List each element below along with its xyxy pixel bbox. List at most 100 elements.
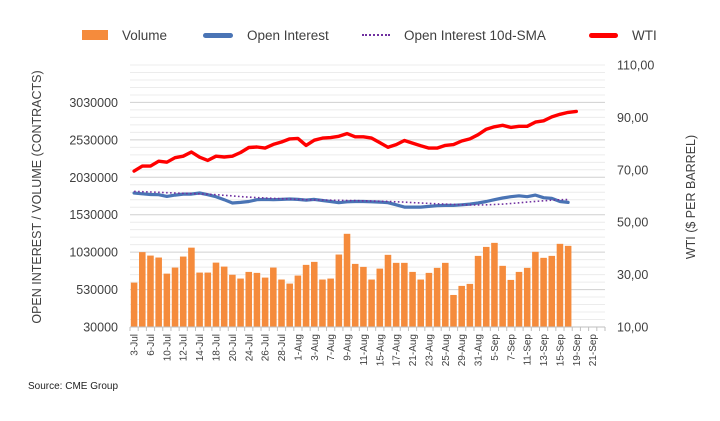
volume-bar [253, 272, 261, 327]
volume-bars [130, 233, 572, 327]
x-tick-label: 31-Aug [474, 334, 485, 366]
volume-bar [532, 251, 539, 327]
volume-bar [147, 255, 154, 327]
x-tick-label: 7-Sep [506, 334, 517, 361]
y-left-tick-label: 1530000 [69, 208, 118, 222]
legend-swatch-volume [82, 30, 108, 40]
x-tick-label: 7-Aug [326, 334, 337, 361]
x-tick-label: 10-Jul [162, 334, 173, 361]
volume-bar [401, 262, 408, 327]
y-right-tick-label: 90,00 [617, 111, 648, 125]
x-tick-label: 11-Sep [523, 334, 534, 366]
x-tick-label: 17-Aug [392, 334, 403, 366]
volume-bar [564, 245, 572, 327]
volume-bar [466, 283, 474, 327]
x-tick-label: 3-Jul [130, 334, 141, 356]
volume-bar [515, 271, 523, 327]
volume-bar [499, 265, 506, 327]
volume-bar [310, 261, 318, 327]
volume-bar [139, 252, 146, 327]
legend-swatch-sma [362, 34, 390, 36]
x-tick-label: 15-Sep [556, 334, 567, 367]
volume-bar [130, 282, 138, 327]
x-tick-label: 13-Sep [539, 334, 550, 367]
volume-bar [204, 272, 212, 327]
volume-bar [442, 262, 449, 327]
volume-bar [212, 262, 220, 327]
volume-bar [229, 274, 236, 327]
volume-bar [302, 264, 310, 327]
legend-item-open-interest: Open Interest [203, 24, 329, 46]
volume-bar [409, 271, 416, 327]
x-tick-label: 28-Jul [277, 334, 288, 361]
volume-bar [507, 279, 515, 327]
legend-swatch-open-interest [203, 32, 233, 38]
x-tick-label: 5-Sep [490, 334, 501, 361]
x-tick-label: 18-Jul [212, 334, 223, 361]
y-right-tick-label: 30,00 [617, 268, 648, 282]
volume-bar [491, 242, 498, 327]
volume-bar [335, 254, 343, 327]
x-tick-label: 24-Jul [244, 334, 255, 361]
x-axis-ticks [129, 327, 606, 331]
x-tick-label: 11-Aug [359, 334, 370, 366]
volume-bar [433, 267, 441, 327]
volume-bar [220, 266, 228, 327]
volume-bar [376, 268, 384, 327]
x-tick-label: 15-Aug [375, 334, 386, 366]
legend-label-wti: WTI [632, 27, 657, 43]
volume-bar [270, 267, 277, 327]
x-tick-label: 14-Jul [195, 334, 206, 361]
y-right-tick-label: 110,00 [617, 59, 654, 73]
volume-bar [392, 262, 400, 327]
x-tick-label: 29-Aug [457, 334, 468, 366]
legend-swatch-wti [589, 32, 618, 38]
x-tick-label: 1-Aug [293, 334, 304, 361]
x-tick-label: 6-Jul [146, 334, 157, 356]
legend-item-sma: Open Interest 10d-SMA [362, 24, 546, 46]
volume-bar [171, 267, 179, 327]
volume-bar [155, 257, 162, 327]
y-left-tick-label: 2530000 [69, 133, 118, 147]
volume-bar [450, 294, 457, 327]
volume-bar [343, 233, 351, 327]
series-lines [132, 109, 578, 209]
volume-bar [261, 277, 269, 327]
y-left-tick-label: 2030000 [69, 171, 118, 185]
volume-bar [548, 255, 556, 327]
chart-legend: Volume Open Interest Open Interest 10d-S… [0, 24, 720, 46]
volume-bar [245, 271, 253, 327]
legend-label-sma: Open Interest 10d-SMA [404, 27, 546, 43]
y-right-tick-label: 50,00 [617, 216, 648, 230]
volume-bar [278, 279, 285, 327]
y-axis-right-title: WTI ($ PER BARREL) [684, 135, 698, 259]
volume-bar [540, 257, 547, 327]
x-tick-label: 26-Jul [261, 334, 272, 361]
x-axis-labels: 3-Jul 6-Jul 10-Jul 12-Jul 14-Jul 18-Jul 20-Jul… [130, 334, 600, 367]
volume-bar [368, 279, 375, 327]
y-axis-left-labels: 30000 530000 1030000 1530000 2030000 2530000 3… [69, 96, 118, 335]
volume-bar [556, 243, 564, 327]
y-right-tick-label: 10,00 [617, 321, 648, 335]
volume-bar [196, 272, 203, 327]
y-axis-left-title: OPEN INTEREST / VOLUME (CONTRACTS) [30, 70, 44, 323]
legend-label-open-interest: Open Interest [247, 27, 329, 43]
volume-bar [319, 279, 326, 327]
volume-bar [163, 273, 171, 327]
x-tick-label: 12-Jul [179, 334, 190, 361]
y-right-tick-label: 70,00 [617, 163, 648, 177]
x-tick-label: 21-Aug [408, 334, 419, 366]
x-tick-label: 23-Aug [424, 334, 435, 366]
volume-bar [286, 283, 293, 327]
volume-bar [188, 247, 195, 327]
y-left-tick-label: 3030000 [69, 96, 118, 110]
legend-item-wti: WTI [589, 24, 657, 46]
volume-bar [384, 254, 392, 327]
x-tick-label: 9-Aug [343, 334, 354, 361]
x-tick-label: 3-Aug [310, 334, 321, 361]
x-tick-label: 21-Sep [588, 334, 599, 367]
volume-bar [327, 278, 334, 327]
x-tick-label: 20-Jul [228, 334, 239, 361]
legend-label-volume: Volume [122, 27, 168, 43]
